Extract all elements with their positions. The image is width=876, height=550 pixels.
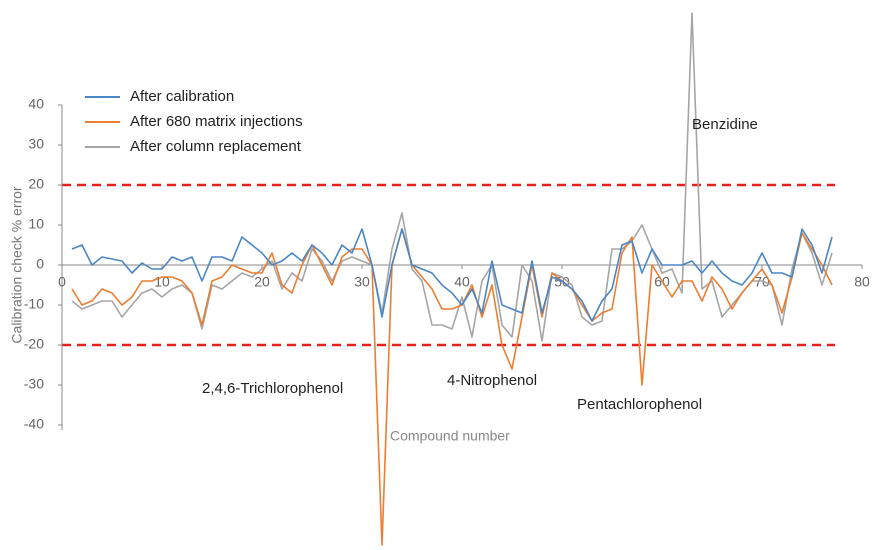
y-tick-label: 0 [36, 256, 44, 272]
y-tick-label: -30 [24, 376, 44, 392]
y-tick-label: -40 [24, 416, 44, 432]
annotation: Benzidine [692, 116, 758, 133]
legend-label: After calibration [130, 88, 234, 105]
x-tick-label: 40 [454, 274, 470, 290]
y-tick-label: 40 [28, 96, 44, 112]
annotation: Pentachlorophenol [577, 396, 702, 413]
y-tick-label: 20 [28, 176, 44, 192]
series-line [71, 12, 833, 342]
x-tick-label: 80 [854, 274, 870, 290]
annotation: 4-Nitrophenol [447, 372, 537, 389]
x-tick-label: 20 [254, 274, 270, 290]
legend-label: After column replacement [130, 138, 302, 155]
legend-label: After 680 matrix injections [130, 113, 303, 130]
y-axis-label: Calibration check % error [9, 186, 25, 344]
series-line [71, 228, 833, 546]
y-tick-label: 30 [28, 136, 44, 152]
x-tick-label: 30 [354, 274, 370, 290]
y-tick-label: 10 [28, 216, 44, 232]
series-line [71, 228, 833, 322]
annotation: 2,4,6-Trichlorophenol [202, 380, 343, 397]
x-tick-label: 0 [58, 274, 66, 290]
y-tick-label: -20 [24, 336, 44, 352]
x-tick-label: 10 [154, 274, 170, 290]
x-axis-label: Compound number [390, 428, 510, 444]
y-tick-label: -10 [24, 296, 44, 312]
